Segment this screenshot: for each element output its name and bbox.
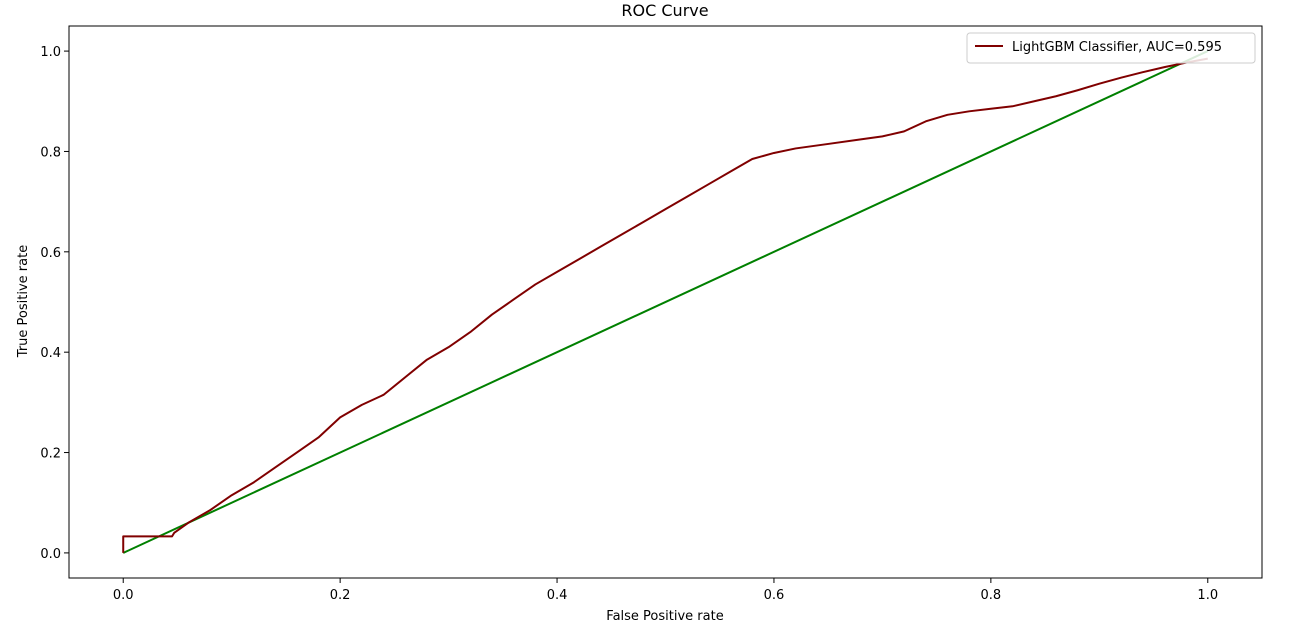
chance-diagonal-line <box>122 50 1209 554</box>
legend-entry-label: LightGBM Classifier, AUC=0.595 <box>1012 40 1222 55</box>
y-tick-label: 0.4 <box>40 346 61 361</box>
x-tick-label: 0.0 <box>113 588 134 603</box>
legend: LightGBM Classifier, AUC=0.595 <box>966 32 1256 64</box>
roc-curve-line <box>122 57 1208 553</box>
x-tick-label: 0.6 <box>764 588 785 603</box>
chart-title: ROC Curve <box>621 1 708 20</box>
y-tick-label: 0.8 <box>40 145 61 160</box>
x-tick-label: 0.4 <box>547 588 568 603</box>
y-axis-label: True Positive rate <box>16 245 31 358</box>
y-tick-label: 0.6 <box>40 246 61 261</box>
x-tick-label: 0.8 <box>981 588 1002 603</box>
plot-frame <box>68 25 1263 579</box>
x-tick-label: 0.2 <box>330 588 351 603</box>
x-tick-label: 1.0 <box>1197 588 1218 603</box>
y-tick-label: 0.2 <box>40 447 61 462</box>
x-axis-label: False Positive rate <box>606 609 723 624</box>
plot-area: 0.0 0.2 0.4 0.6 0.8 1.0 0.0 0.2 0.4 0.6 0.8 1.0 <box>40 25 1263 603</box>
y-tick-label: 0.0 <box>40 547 61 562</box>
legend-box <box>966 32 1256 64</box>
y-tick-label: 1.0 <box>40 45 61 60</box>
